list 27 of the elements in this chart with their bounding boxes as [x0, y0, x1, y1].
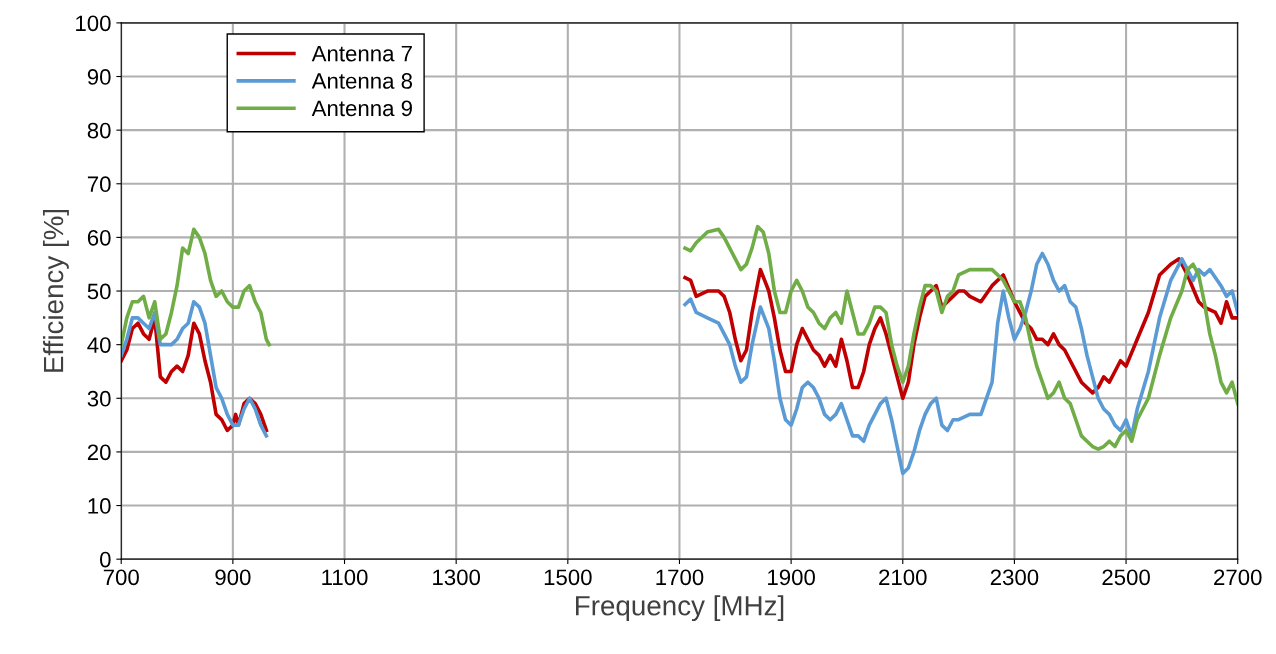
x-axis-title: Frequency [MHz] — [576, 595, 784, 622]
y-tick-label: 0 — [100, 551, 111, 568]
x-tick-label: 2100 — [879, 569, 927, 586]
y-tick-label: 90 — [87, 69, 111, 85]
x-tick-label: 2700 — [1214, 569, 1262, 586]
x-tick-label: 900 — [215, 569, 251, 586]
y-tick-label: 40 — [87, 337, 111, 353]
x-tick-label: 2300 — [990, 569, 1039, 586]
y-tick-label: 30 — [87, 390, 111, 407]
x-tick-label: 1900 — [768, 569, 815, 586]
y-tick-label: 70 — [87, 176, 111, 193]
x-tick-label: 1100 — [322, 569, 368, 586]
y-tick-label: 60 — [87, 229, 111, 246]
x-tick-label: 1700 — [656, 569, 704, 586]
legend-label: Antenna 7 — [311, 45, 412, 62]
legend-label: Antenna 9 — [311, 100, 412, 117]
y-tick-label: 20 — [87, 444, 111, 461]
x-tick-label: 700 — [103, 569, 139, 586]
y-tick-label: 10 — [88, 498, 111, 514]
y-axis-title: Efficiency [%] — [42, 209, 69, 372]
y-tick-label: 100 — [76, 15, 111, 32]
y-tick-label: 80 — [87, 122, 111, 139]
x-tick-label: 1300 — [433, 569, 481, 586]
y-tick-label: 50 — [87, 283, 111, 300]
x-tick-label: 1500 — [544, 569, 592, 586]
legend-label: Antenna 8 — [311, 73, 413, 89]
x-tick-label: 2500 — [1102, 569, 1150, 586]
